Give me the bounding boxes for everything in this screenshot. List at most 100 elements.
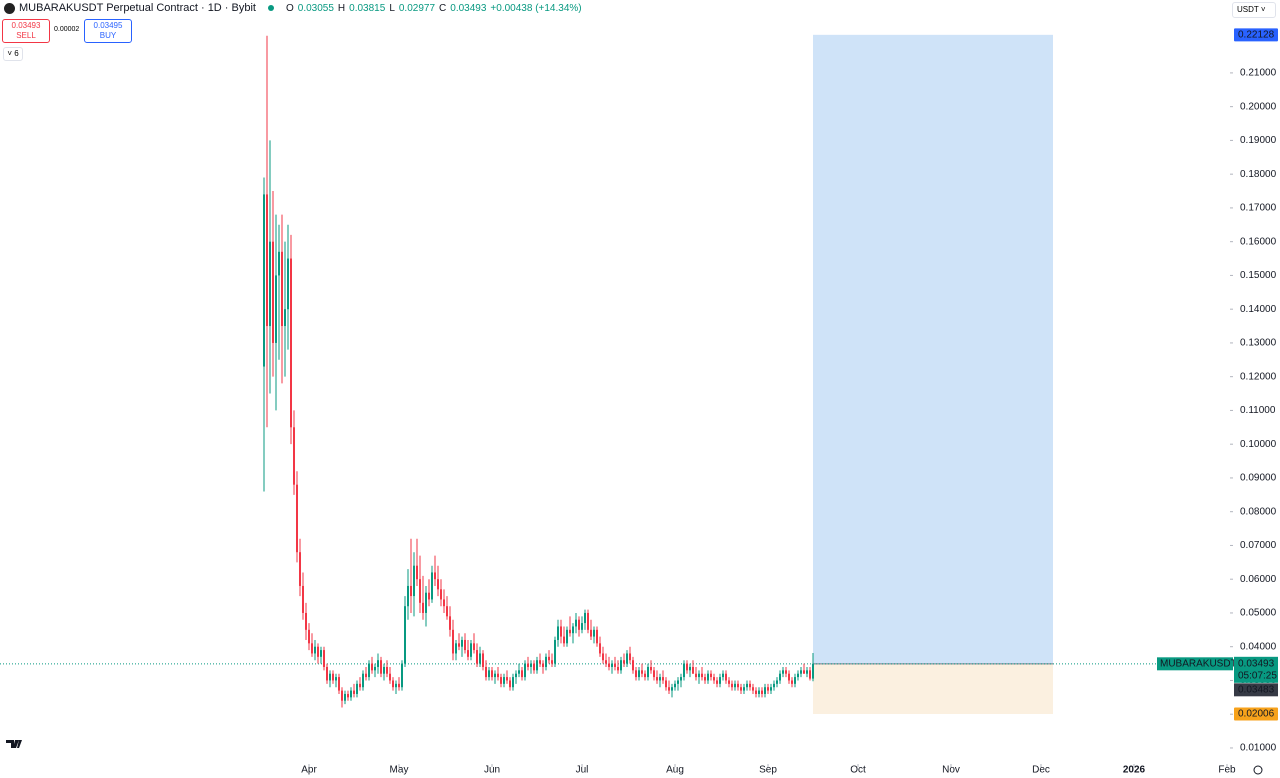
x-tick-label: Jun [484,765,500,776]
indicators-toggle[interactable]: ˅ 6 [3,47,23,61]
candle-body [545,656,547,667]
sell-button[interactable]: 0.03493 SELL [2,19,50,43]
candle-body [317,646,319,657]
candle-body [359,683,361,688]
candle-body [416,565,418,580]
candle-body [488,670,490,678]
candle-body [353,690,355,694]
ohlc-key: O [285,2,294,14]
candle-body [632,660,634,671]
candle-body [575,619,577,627]
ohlc-value: 0.02977 [398,2,436,14]
candle-body [275,275,277,343]
candle-body [593,629,595,637]
candle-body [536,660,538,671]
candle-body [551,660,553,664]
candle-body [686,663,688,671]
candle-body [800,670,802,674]
mark-price: 0.03483 [1238,684,1275,695]
y-tick-label: 0.16000 [1240,236,1277,247]
buy-price: 0.03495 [93,21,123,30]
logo-mark [6,740,22,748]
candle-body [530,663,532,667]
candle-body [599,643,601,654]
x-tick-label: Feb [1218,765,1236,776]
y-tick-label: 0.04000 [1240,641,1277,652]
candle-body [284,309,286,327]
candle-body [761,690,763,694]
candle-body [374,666,376,671]
candle-body [476,650,478,664]
candle-body [392,680,394,688]
candle-body [470,643,472,657]
sell-price: 0.03493 [11,21,41,30]
candle-body [590,629,592,637]
candle-body [794,677,796,684]
candle-body [737,683,739,688]
x-tick-label: Dec [1032,765,1050,776]
candle-body [344,693,346,701]
candle-body [341,690,343,701]
candle-body [455,643,457,654]
candle-body [389,673,391,681]
candle-body [731,683,733,688]
candle-body [302,585,304,613]
candle-body [329,673,331,681]
y-tick-label: 0.10000 [1240,439,1277,450]
currency-select[interactable]: USDT ˅ [1232,2,1276,18]
candle-body [401,663,403,688]
candle-body [269,241,271,327]
candle-body [566,629,568,644]
candle-body [713,677,715,681]
x-tick-label: 2026 [1123,765,1146,776]
candle-body [749,683,751,688]
candle-body [506,677,508,681]
candle-body [557,626,559,640]
candle-body [650,666,652,671]
candle-body [755,690,757,694]
candle-body [533,663,535,671]
candle-body [272,241,274,343]
candle-body [443,599,445,607]
y-tick-label: 0.11000 [1240,405,1276,416]
candle-body [491,670,493,678]
candle-body [806,670,808,674]
candle-body [527,663,529,667]
candle-body [425,592,427,613]
candle-body [812,663,814,679]
sell-label: SELL [16,31,36,40]
candle-body [365,673,367,678]
candle-body [521,670,523,678]
candle-body [797,673,799,678]
candle-body [410,585,412,597]
indicators-count: 6 [14,49,19,58]
candle-body [689,666,691,671]
candle-body [395,683,397,688]
buy-button[interactable]: 0.03495 BUY [84,19,132,43]
y-tick-label: 0.08000 [1240,506,1277,517]
candle-body [785,670,787,674]
candle-body [584,612,586,624]
candle-body [515,673,517,678]
candle-body [695,673,697,678]
candle-body [674,683,676,688]
candle-body [746,683,748,688]
candle-body [677,680,679,684]
candle-body [680,677,682,681]
status-dot [267,5,274,11]
candle-body [614,663,616,667]
candle-body [629,653,631,661]
x-tick-label: May [390,765,409,776]
candle-body [671,687,673,691]
candle-body [419,579,421,603]
candle-body [641,670,643,674]
settings-icon[interactable] [1253,765,1263,775]
candle-body [605,660,607,664]
candle-body [608,663,610,667]
candle-body [698,673,700,678]
candle-body [719,677,721,684]
candle-body [659,677,661,681]
candle-body [383,666,385,674]
candle-body [770,687,772,691]
